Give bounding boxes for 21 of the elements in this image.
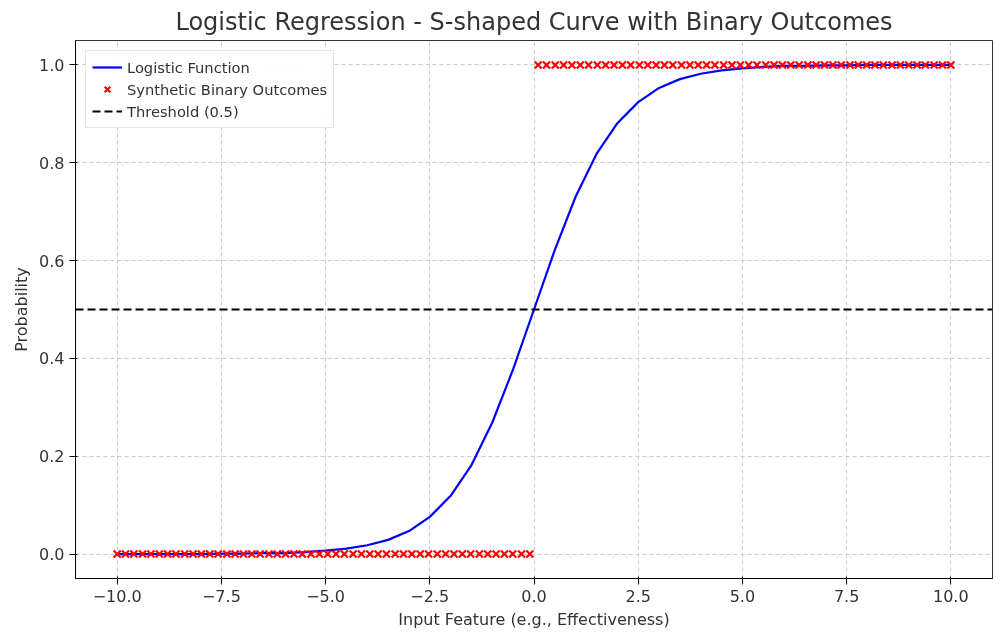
x-tick-label: 7.5 bbox=[833, 586, 860, 606]
chart-title: Logistic Regression - S-shaped Curve with Binary Outcomes bbox=[175, 7, 893, 36]
y-tick-label: 0.2 bbox=[39, 447, 65, 467]
x-tick-label: −2.5 bbox=[410, 586, 450, 606]
y-axis-title: Probability bbox=[12, 267, 32, 352]
x-tick-label: 0.0 bbox=[521, 586, 547, 606]
x-tick-label: 10.0 bbox=[933, 586, 969, 606]
x-tick-label: 2.5 bbox=[625, 586, 651, 606]
x-tick-label: −5.0 bbox=[306, 586, 346, 606]
x-axis-title: Input Feature (e.g., Effectiveness) bbox=[398, 609, 670, 629]
x-tick-label: −7.5 bbox=[201, 586, 241, 606]
y-tick-label: 1.0 bbox=[39, 55, 65, 75]
legend-label: Threshold (0.5) bbox=[127, 102, 239, 120]
x-tick-label: 5.0 bbox=[729, 586, 756, 606]
y-tick-label: 0.8 bbox=[39, 153, 65, 173]
y-tick-label: 0.4 bbox=[39, 349, 65, 369]
y-tick-label: 0.6 bbox=[39, 251, 65, 271]
legend-label: Logistic Function bbox=[127, 58, 250, 76]
y-tick-label: 0.0 bbox=[39, 545, 65, 565]
legend-label: Synthetic Binary Outcomes bbox=[127, 80, 328, 98]
x-tick-label: −10.0 bbox=[92, 586, 142, 606]
